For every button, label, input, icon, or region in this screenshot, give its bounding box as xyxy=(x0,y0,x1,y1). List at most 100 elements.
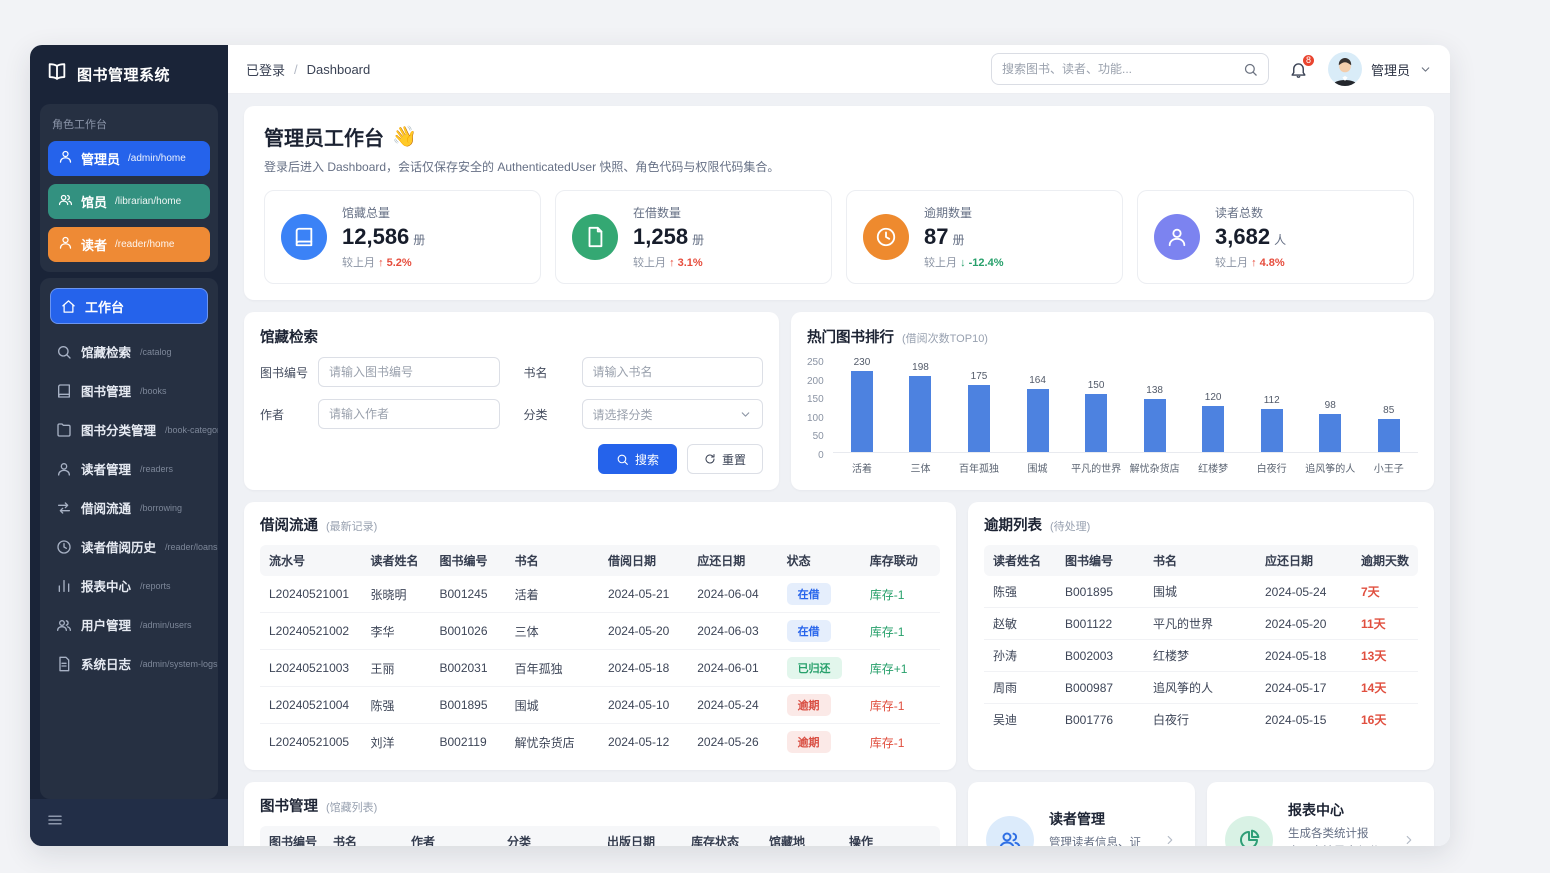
category-select[interactable]: 请选择分类 xyxy=(581,399,763,429)
stat-trend: 较上月 ↑ 5.2% xyxy=(342,257,412,269)
stat-value: 87 册 xyxy=(924,224,965,249)
nav-item-path: /reports xyxy=(140,580,171,591)
borrowing-title: 借阅流通 xyxy=(260,518,318,534)
cell: 活着 xyxy=(514,587,539,602)
cell: 2024-06-04 xyxy=(697,587,759,601)
form-input-书名[interactable] xyxy=(581,357,763,387)
reset-button[interactable]: 重置 xyxy=(686,444,763,474)
sidebar-item-admin-system-logs[interactable]: 系统日志/admin/system-logs xyxy=(48,644,218,683)
quick-card-title: 读者管理 xyxy=(1049,811,1105,828)
app-window: 图书管理系统 角色工作台 管理员/admin/home 馆员/librarian/… xyxy=(30,45,1450,846)
sidebar-item-book-categories[interactable]: 图书分类管理/book-categories xyxy=(48,410,218,449)
stat-value: 1,258 册 xyxy=(633,224,705,249)
bar-plot: 98 xyxy=(1300,357,1360,453)
sidebar-item-borrowing[interactable]: 借阅流通/borrowing xyxy=(48,488,210,527)
cell: 陈强 xyxy=(993,585,1018,599)
nav-item-label: 系统日志 xyxy=(81,658,132,672)
form-field-label: 作者 xyxy=(260,407,285,422)
role-buttons: 管理员/admin/home 馆员/librarian/home 读者/reader… xyxy=(48,141,210,262)
stat-trend: 较上月 ↑ 4.8% xyxy=(1215,257,1285,269)
search-input[interactable] xyxy=(1001,62,1243,76)
bar-value-label: 198 xyxy=(912,362,929,373)
sidebar-item-admin-users[interactable]: 用户管理/admin/users xyxy=(48,605,210,644)
cell: 2024-05-18 xyxy=(1256,639,1352,672)
cell-stock: 库存+1 xyxy=(860,649,940,687)
popular-books-chart-card: 热门图书排行 (借阅次数TOP10) 250 200 150 100 50 0 230 活着… xyxy=(791,312,1434,490)
chart-bar-group: 138 解忧杂货店 xyxy=(1125,357,1184,475)
bar-category-label: 解忧杂货店 xyxy=(1129,464,1180,475)
cell: 2024-05-12 xyxy=(598,723,689,760)
cell: L20240521001 xyxy=(269,587,350,601)
user-menu[interactable]: 管理员 xyxy=(1327,52,1432,86)
stat-label: 在借数量 xyxy=(633,206,682,220)
breadcrumb-page[interactable]: Dashboard xyxy=(306,61,371,77)
reset-button-label: 重置 xyxy=(721,452,746,467)
column-header: 操作 xyxy=(840,826,940,846)
borrowing-subtitle: (最新记录) xyxy=(326,521,378,533)
cell-status: 在借 xyxy=(778,576,861,613)
cell: 2024-05-17 xyxy=(1256,671,1352,704)
form-actions: 搜索 重置 xyxy=(260,444,763,474)
topbar-right: 8 管理员 xyxy=(990,52,1432,86)
role-button-reader[interactable]: 读者/reader/home xyxy=(48,227,210,262)
form-input-图书编号[interactable] xyxy=(318,357,500,387)
search-icon[interactable] xyxy=(1243,62,1258,77)
role-button-admin[interactable]: 管理员/admin/home xyxy=(48,141,210,176)
table-row: 周雨 B000987 追风筝的人 2024-05-17 14天 xyxy=(984,671,1418,704)
sidebar-item-catalog[interactable]: 馆藏检索/catalog xyxy=(48,332,210,371)
bar xyxy=(1085,394,1108,452)
table-row: L20240521004 陈强 B001895 围城 2024-05-10 2024-05… xyxy=(260,686,940,724)
column-header: 馆藏地 xyxy=(760,826,840,846)
notifications-button[interactable]: 8 xyxy=(1289,52,1316,79)
sidebar-item-readers[interactable]: 读者管理/readers xyxy=(48,449,210,488)
role-button-librarian[interactable]: 馆员/librarian/home xyxy=(48,184,210,219)
column-header: 作者 xyxy=(402,826,498,846)
open-book-icon xyxy=(46,61,68,88)
chart-y-axis: 250 200 150 100 50 0 xyxy=(807,357,833,461)
stat-unit: 人 xyxy=(1274,233,1287,247)
overdue-days: 16天 xyxy=(1361,713,1387,727)
clock-icon xyxy=(863,214,909,260)
hamburger-menu-icon[interactable] xyxy=(46,811,64,829)
column-header: 流水号 xyxy=(260,545,362,576)
sidebar-item-reader-loans[interactable]: 读者借阅历史/reader/loans xyxy=(48,527,218,566)
chart-subtitle: (借阅次数TOP10) xyxy=(902,333,988,345)
cell: 平凡的世界 xyxy=(1144,607,1256,640)
bar-value-label: 230 xyxy=(853,357,871,368)
table-row: L20240521003 王丽 B002031 百年孤独 2024-05-18 2024-… xyxy=(260,649,940,687)
user-name: 管理员 xyxy=(1370,62,1410,78)
quick-card-title: 报表中心 xyxy=(1288,802,1344,819)
table-header-row: 读者姓名 图书编号 书名 应还日期 逾期天数 xyxy=(984,545,1418,576)
chart-bar-group: 150 平凡的世界 xyxy=(1066,357,1126,475)
sidebar-item-workbench[interactable]: 工作台 xyxy=(50,288,208,324)
stat-card: 馆藏总量 12,586 册较上月 ↑ 5.2% xyxy=(264,190,541,284)
bar-value-label: 85 xyxy=(1383,405,1395,416)
status-badge: 已归还 xyxy=(786,657,842,679)
books-card: 图书管理 (馆藏列表) 图书编号书名作者分类出版日期库存状态馆藏地操作B0012… xyxy=(244,782,956,846)
cell: 吴迪 xyxy=(984,703,1056,735)
y-tick: 200 xyxy=(807,375,824,387)
cell: 红楼梦 xyxy=(1144,639,1256,672)
notification-badge: 8 xyxy=(1300,52,1316,68)
wave-emoji: 👋 xyxy=(392,126,417,148)
workbench-label: 工作台 xyxy=(85,299,125,315)
form-input-作者[interactable] xyxy=(318,399,500,429)
nav-item-label: 图书分类管理 xyxy=(81,424,157,438)
nav-item-path: /readers xyxy=(140,463,174,474)
sidebar-item-reports[interactable]: 报表中心/reports xyxy=(48,566,210,605)
nav-item-path: /borrowing xyxy=(140,502,183,513)
sidebar: 图书管理系统 角色工作台 管理员/admin/home 馆员/librarian/… xyxy=(30,45,228,846)
cell: 王丽 xyxy=(361,649,431,687)
search-button[interactable]: 搜索 xyxy=(597,444,677,474)
bar-value-label: 138 xyxy=(1146,385,1163,396)
user-icon xyxy=(58,235,73,255)
bar-value-label: 120 xyxy=(1204,392,1222,403)
nav-item-label: 报表中心 xyxy=(81,580,132,594)
chart-bar-group: 98 追风筝的人 xyxy=(1300,357,1360,475)
welcome-card: 管理员工作台 👋 登录后进入 Dashboard，会话仅保存安全的 Authen… xyxy=(244,106,1434,300)
stat-card: 在借数量 1,258 册较上月 ↑ 3.1% xyxy=(555,190,832,284)
cell: 张晓明 xyxy=(370,587,407,602)
sidebar-item-books[interactable]: 图书管理/books xyxy=(48,371,210,410)
quick-card-报表中心[interactable]: 报表中心生成各类统计报表，支持导出与分析 xyxy=(1207,782,1434,846)
